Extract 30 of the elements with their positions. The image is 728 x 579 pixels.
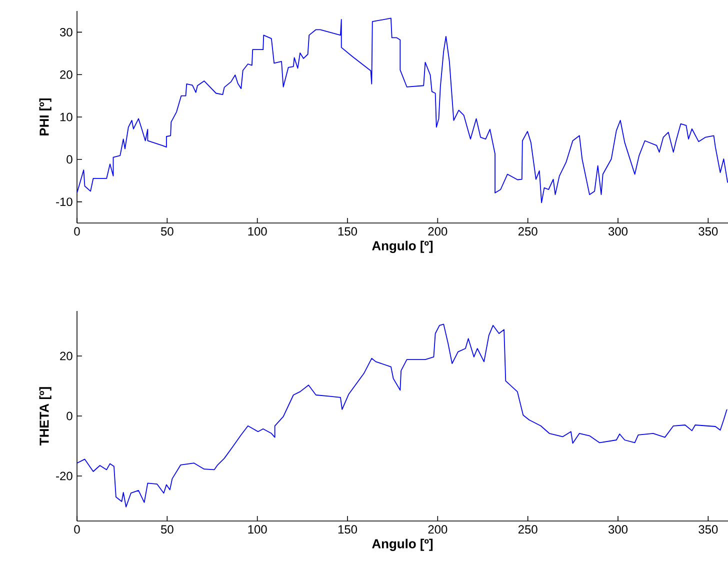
x-tick-label: 0 (74, 525, 80, 534)
x-tick-label: 150 (338, 227, 358, 236)
line-series (77, 18, 728, 204)
x-tick-label: 150 (338, 525, 358, 534)
y-tick-label: 20 (60, 352, 72, 360)
x-tick-label: 350 (698, 227, 718, 236)
x-tick-label: 350 (698, 525, 718, 534)
x-axis-title: Angulo [º] (372, 240, 433, 253)
x-tick-label: 250 (518, 227, 538, 236)
y-tick-label: 0 (66, 155, 72, 164)
y-tick-label: 30 (60, 28, 72, 36)
x-tick-label: 100 (248, 227, 267, 236)
x-tick-label: 200 (428, 227, 448, 236)
x-axis-title: Angulo [º] (372, 538, 433, 551)
y-tick-label: 0 (66, 412, 72, 420)
y-axis-title: PHI [º] (39, 98, 52, 136)
x-tick-label: 100 (248, 525, 267, 534)
y-axis-title: THETA [º] (39, 387, 52, 446)
x-tick-label: 200 (428, 525, 448, 534)
x-tick-label: 50 (161, 227, 174, 236)
y-tick-label: -10 (56, 198, 72, 206)
y-tick-label: -20 (56, 472, 72, 480)
x-tick-label: 300 (608, 525, 628, 534)
y-tick-label: 10 (60, 112, 72, 122)
line-series (77, 324, 728, 508)
x-tick-label: 300 (608, 227, 628, 236)
x-tick-label: 50 (161, 525, 174, 534)
x-tick-label: 0 (74, 227, 80, 236)
x-tick-label: 250 (518, 525, 538, 534)
y-tick-label: 20 (60, 70, 72, 79)
